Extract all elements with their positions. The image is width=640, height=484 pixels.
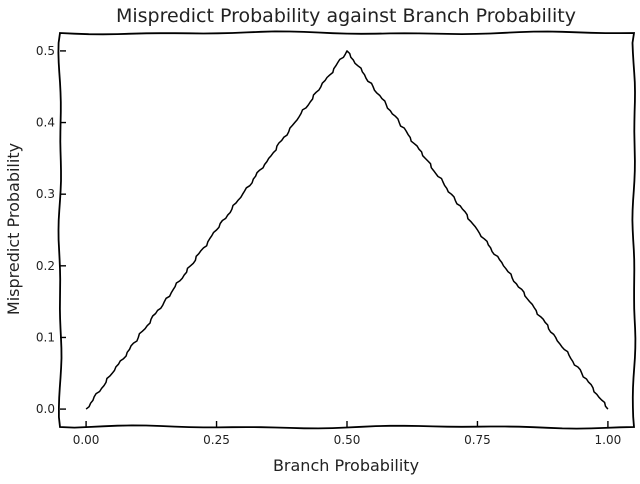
y-tick-label: 0.5 (36, 44, 55, 58)
x-tick-label: 1.00 (595, 433, 622, 447)
y-tick-label: 0.3 (36, 187, 55, 201)
y-tick-label: 0.2 (36, 259, 55, 273)
y-tick-label: 0.4 (36, 116, 55, 130)
y-tick-label: 0.0 (36, 402, 55, 416)
chart-title: Mispredict Probability against Branch Pr… (116, 5, 576, 27)
x-tick-label: 0.00 (73, 433, 100, 447)
y-axis-label: Mispredict Probability (4, 143, 23, 315)
x-tick-label: 0.25 (203, 433, 230, 447)
axes-frame (57, 30, 637, 430)
x-tick-label: 0.75 (464, 433, 491, 447)
y-tick-label: 0.1 (36, 330, 55, 344)
x-axis: 0.00 0.25 0.50 0.75 1.00 (73, 421, 622, 447)
y-axis: 0.0 0.1 0.2 0.3 0.4 0.5 (36, 44, 66, 416)
series-line (85, 50, 609, 410)
x-axis-label: Branch Probability (273, 456, 419, 475)
x-tick-label: 0.50 (334, 433, 361, 447)
